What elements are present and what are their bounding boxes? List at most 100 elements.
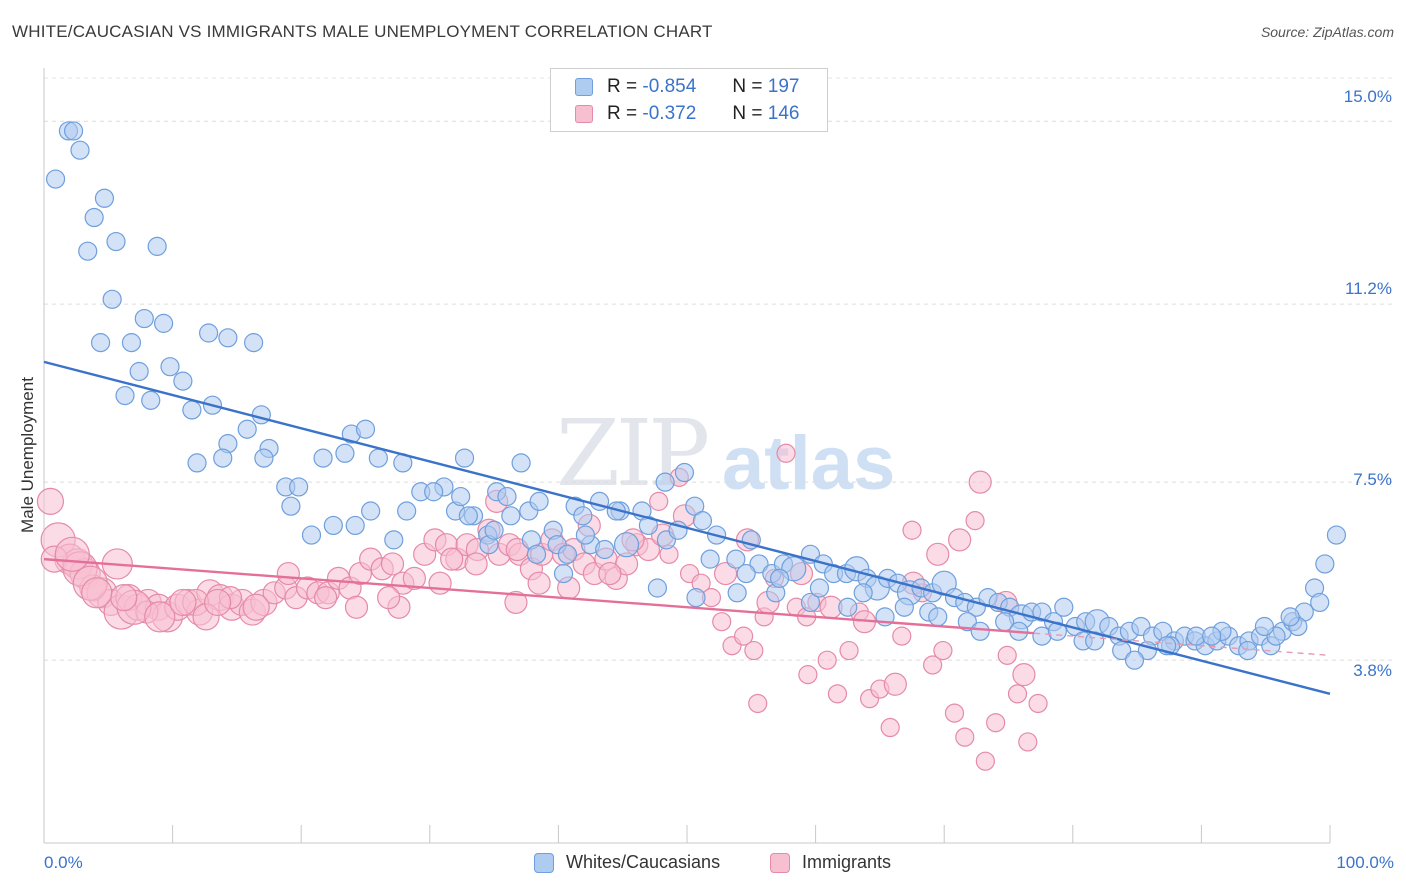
y-tick-label: 15.0% — [1343, 87, 1392, 106]
whites-point — [1280, 607, 1300, 627]
whites-point — [557, 544, 578, 564]
whites-point — [957, 612, 977, 632]
immigrants-point — [997, 645, 1017, 665]
whites-point — [575, 525, 596, 545]
immigrants-point — [464, 552, 488, 576]
whites-point — [451, 486, 471, 507]
legend-row-immigrants: R = -0.372 N = 146 — [575, 101, 799, 127]
whites-point — [244, 333, 264, 353]
whites-point — [573, 506, 593, 526]
whites-point — [928, 607, 948, 627]
whites-point — [323, 515, 343, 536]
whites-point — [1315, 554, 1335, 574]
immigrants-point — [883, 672, 907, 696]
whites-point — [1254, 616, 1275, 637]
whites-point — [700, 549, 720, 569]
immigrants-point — [110, 584, 138, 612]
whites-point — [1054, 597, 1074, 617]
whites-point — [173, 371, 193, 391]
immigrants-point — [314, 586, 338, 610]
x-tick-label-max: 100.0% — [1336, 853, 1394, 872]
whites-point — [655, 472, 675, 492]
immigrants-point — [933, 640, 953, 661]
immigrants-point — [986, 713, 1006, 733]
whites-point — [686, 588, 706, 608]
whites-point — [218, 328, 238, 348]
whites-point — [638, 515, 659, 536]
legend-item-immigrants[interactable]: Immigrants — [770, 852, 891, 873]
whites-point — [78, 241, 98, 261]
legend-r-label: R = — [607, 103, 638, 124]
whites-point — [894, 597, 914, 617]
legend-n-value: 197 — [767, 76, 800, 97]
immigrants-point — [798, 665, 818, 685]
whites-point — [134, 308, 154, 329]
whites-point — [313, 448, 333, 468]
whites-point — [70, 140, 90, 160]
whites-point — [237, 419, 257, 439]
whites-point — [526, 544, 547, 564]
immigrants-point — [968, 470, 992, 494]
whites-point — [511, 453, 531, 473]
whites-point — [1124, 650, 1145, 670]
whites-point — [115, 385, 135, 406]
whites-point — [692, 511, 713, 531]
immigrants-point — [827, 684, 848, 704]
whites-point — [121, 333, 142, 353]
whites-point — [281, 496, 301, 516]
whites-point — [199, 323, 219, 343]
whites-point — [345, 515, 365, 536]
watermark-atlas: atlas — [722, 421, 896, 506]
immigrants-point — [1028, 693, 1048, 714]
whites-point — [769, 568, 790, 588]
immigrants-point — [440, 547, 464, 571]
whites-point — [361, 501, 381, 521]
whites-point — [1112, 640, 1132, 661]
immigrants-point — [428, 571, 452, 595]
whites-point — [84, 207, 104, 228]
whites-point — [647, 578, 668, 598]
y-tick-label: 7.5% — [1353, 470, 1392, 489]
whites-point — [1202, 626, 1222, 646]
legend-n-label: N = — [732, 103, 763, 124]
legend-swatch-immigrants — [770, 852, 790, 873]
immigrants-point — [527, 571, 551, 595]
whites-point — [94, 188, 115, 208]
legend-label-whites: Whites/Caucasians — [566, 852, 721, 872]
whites-point — [838, 597, 858, 617]
immigrants-point — [892, 626, 912, 646]
whites-point — [90, 333, 111, 353]
axes — [43, 68, 1331, 844]
immigrants-point — [54, 536, 90, 572]
whites-point — [102, 289, 122, 309]
legend-label-immigrants: Immigrants — [802, 852, 892, 872]
whites-point — [289, 477, 309, 497]
immigrants-point — [839, 640, 859, 661]
whites-point — [497, 486, 517, 507]
immigrants-point — [1012, 663, 1036, 687]
correlation-legend: R = -0.854 N = 197 R = -0.372 N = 146 — [550, 68, 828, 132]
whites-point — [674, 462, 695, 483]
legend-r-value: -0.854 — [642, 76, 697, 97]
legend-row-whites: R = -0.854 N = 197 — [575, 74, 799, 100]
whites-point — [384, 530, 404, 550]
immigrants-point — [504, 590, 528, 615]
whites-point — [45, 169, 66, 189]
x-tick-label-min: 0.0% — [44, 853, 83, 872]
immigrants-point — [204, 588, 232, 617]
immigrants-point — [598, 561, 622, 586]
whites-point — [749, 554, 769, 574]
legend-swatch-immigrants — [575, 105, 593, 123]
whites-point — [529, 491, 549, 511]
whites-point — [254, 448, 274, 468]
whites-trend-line — [43, 360, 1331, 696]
immigrants-point — [377, 586, 401, 610]
whites-point — [613, 532, 640, 558]
immigrants-point — [817, 650, 837, 670]
immigrants-point — [944, 703, 965, 723]
immigrants-point — [81, 577, 113, 609]
chart-title: WHITE/CAUCASIAN VS IMMIGRANTS MALE UNEMP… — [12, 22, 713, 41]
legend-n-value: 146 — [767, 103, 800, 124]
legend-item-whites[interactable]: Whites/Caucasians — [534, 852, 720, 873]
immigrants-point — [36, 487, 65, 515]
